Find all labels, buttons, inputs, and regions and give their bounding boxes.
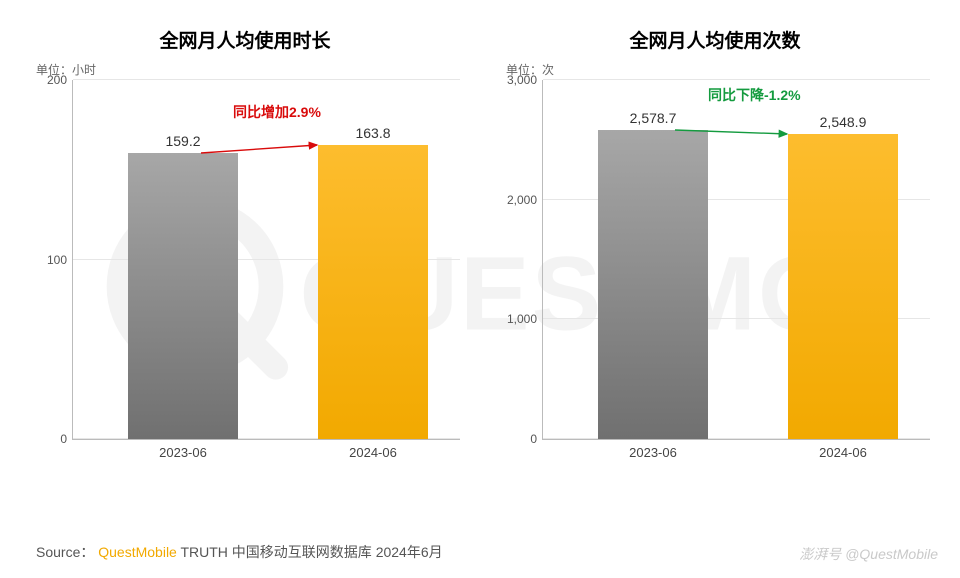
chart-duration: 全网月人均使用时长 单位：小时 0 100 200 159.2 163.8 20 xyxy=(30,20,460,500)
y-tick: 0 xyxy=(60,432,73,446)
bar-value-label: 159.2 xyxy=(128,133,238,153)
bar-value-label: 2,578.7 xyxy=(598,110,708,130)
bar-2023: 2,578.7 xyxy=(598,130,708,439)
source-prefix: Source： xyxy=(36,544,94,560)
y-tick: 3,000 xyxy=(507,73,543,87)
x-tick: 2024-06 xyxy=(349,439,397,460)
bar-2024: 2,548.9 xyxy=(788,134,898,439)
plot-area: 0 100 200 159.2 163.8 2023-06 2024-06 xyxy=(72,80,460,440)
y-tick: 2,000 xyxy=(507,193,543,207)
chart-frequency: 全网月人均使用次数 单位：次 0 1,000 2,000 3,000 2,578… xyxy=(500,20,930,500)
unit-label: 单位：小时 xyxy=(36,61,460,78)
x-tick: 2024-06 xyxy=(819,439,867,460)
y-tick: 0 xyxy=(530,432,543,446)
source-rest: TRUTH 中国移动互联网数据库 2024年6月 xyxy=(180,544,442,560)
plot-area: 0 1,000 2,000 3,000 2,578.7 2,548.9 2023… xyxy=(542,80,930,440)
y-tick: 1,000 xyxy=(507,312,543,326)
x-tick: 2023-06 xyxy=(629,439,677,460)
bar-2023: 159.2 xyxy=(128,153,238,439)
bar-value-label: 163.8 xyxy=(318,125,428,145)
source-brand: QuestMobile xyxy=(98,544,177,560)
chart-title: 全网月人均使用时长 xyxy=(30,20,460,61)
bar-2024: 163.8 xyxy=(318,145,428,439)
unit-label: 单位：次 xyxy=(506,61,930,78)
change-label: 同比下降-1.2% xyxy=(708,85,801,105)
y-tick: 200 xyxy=(47,73,73,87)
bar-value-label: 2,548.9 xyxy=(788,114,898,134)
chart-title: 全网月人均使用次数 xyxy=(500,20,930,61)
corner-watermark: 澎湃号 @QuestMobile xyxy=(799,544,938,564)
y-tick: 100 xyxy=(47,253,73,267)
x-tick: 2023-06 xyxy=(159,439,207,460)
change-label: 同比增加2.9% xyxy=(233,102,321,122)
source-footer: Source： QuestMobile TRUTH 中国移动互联网数据库 202… xyxy=(36,542,443,562)
